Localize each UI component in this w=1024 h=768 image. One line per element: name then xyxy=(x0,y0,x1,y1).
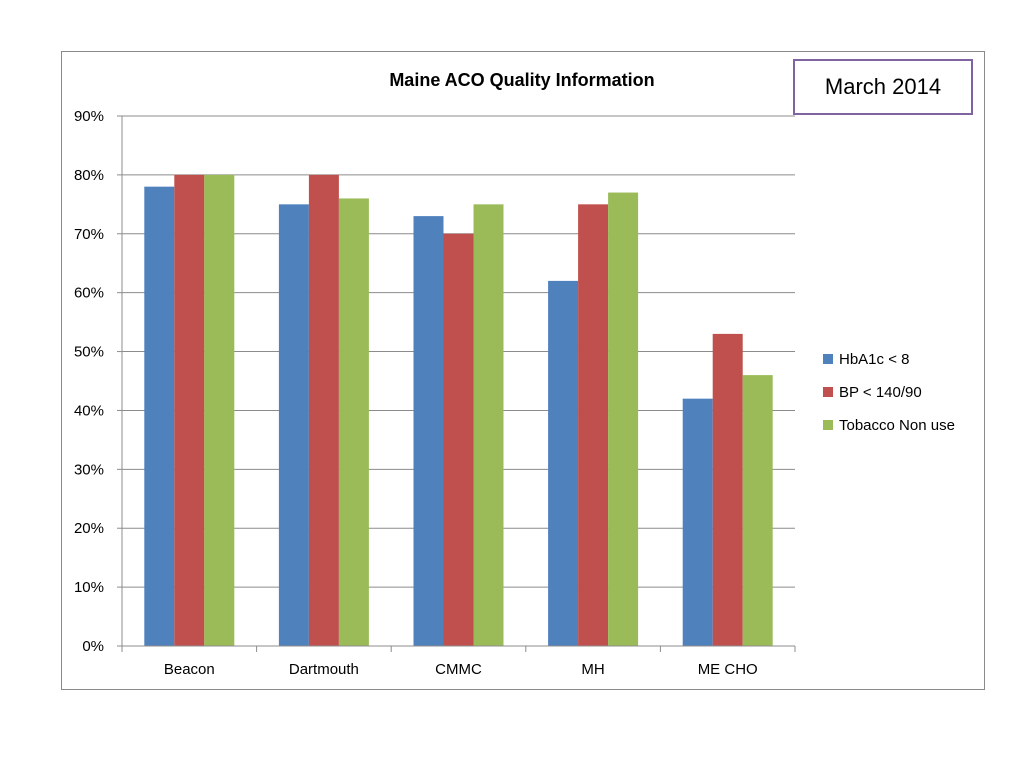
x-axis-labels: Beacon Dartmouth CMMC MH ME CHO xyxy=(164,661,758,678)
bar-cmmc-series-1 xyxy=(413,216,444,646)
y-tick-label: 20% xyxy=(74,520,104,537)
y-tick-label: 0% xyxy=(82,638,104,655)
bar-dartmouth-series-3 xyxy=(338,198,369,646)
x-tick-label: Beacon xyxy=(164,661,215,678)
date-label: March 2014 xyxy=(824,74,942,99)
bar-cmmc-series-3 xyxy=(473,204,504,647)
bar-mh-series-2 xyxy=(578,204,609,647)
bar-beacon-series-3 xyxy=(204,174,235,646)
legend: HbA1c < 8 BP < 140/90 Tobacco Non use xyxy=(823,351,955,434)
bar-beacon-series-1 xyxy=(144,186,175,646)
date-label-box: March 2014 xyxy=(793,59,973,115)
bar-me-cho-series-1 xyxy=(682,398,713,646)
y-tick-label: 30% xyxy=(74,461,104,478)
bar-me-cho-series-3 xyxy=(742,375,773,646)
legend-swatch xyxy=(823,420,833,430)
legend-swatch xyxy=(823,387,833,397)
y-tick-label: 40% xyxy=(74,402,104,419)
x-tick-label: Dartmouth xyxy=(289,661,359,678)
x-axis xyxy=(121,116,796,652)
x-tick-label: ME CHO xyxy=(698,661,758,678)
bar-mh-series-1 xyxy=(548,280,579,646)
y-tick-label: 90% xyxy=(74,108,104,125)
legend-label: Tobacco Non use xyxy=(839,417,955,434)
legend-label: HbA1c < 8 xyxy=(839,351,909,368)
bar-mh-series-3 xyxy=(608,192,639,647)
bar-dartmouth-series-1 xyxy=(278,204,309,647)
bar-beacon-series-2 xyxy=(174,174,205,646)
y-tick-label: 70% xyxy=(74,226,104,243)
legend-label: BP < 140/90 xyxy=(839,384,922,401)
x-tick-label: MH xyxy=(581,661,604,678)
y-axis-ticks: 0% 10% 20% 30% 40% 50% 60% 70% 80% 90% xyxy=(74,108,122,655)
bar-me-cho-series-2 xyxy=(712,333,743,646)
x-tick-label: CMMC xyxy=(435,661,482,678)
y-tick-label: 80% xyxy=(74,167,104,184)
bars xyxy=(144,174,773,647)
bar-cmmc-series-2 xyxy=(443,233,474,646)
y-tick-label: 10% xyxy=(74,579,104,596)
y-tick-label: 60% xyxy=(74,285,104,302)
legend-swatch xyxy=(823,354,833,364)
chart-title: Maine ACO Quality Information xyxy=(389,70,654,90)
bar-dartmouth-series-2 xyxy=(308,174,339,646)
y-tick-label: 50% xyxy=(74,344,104,361)
